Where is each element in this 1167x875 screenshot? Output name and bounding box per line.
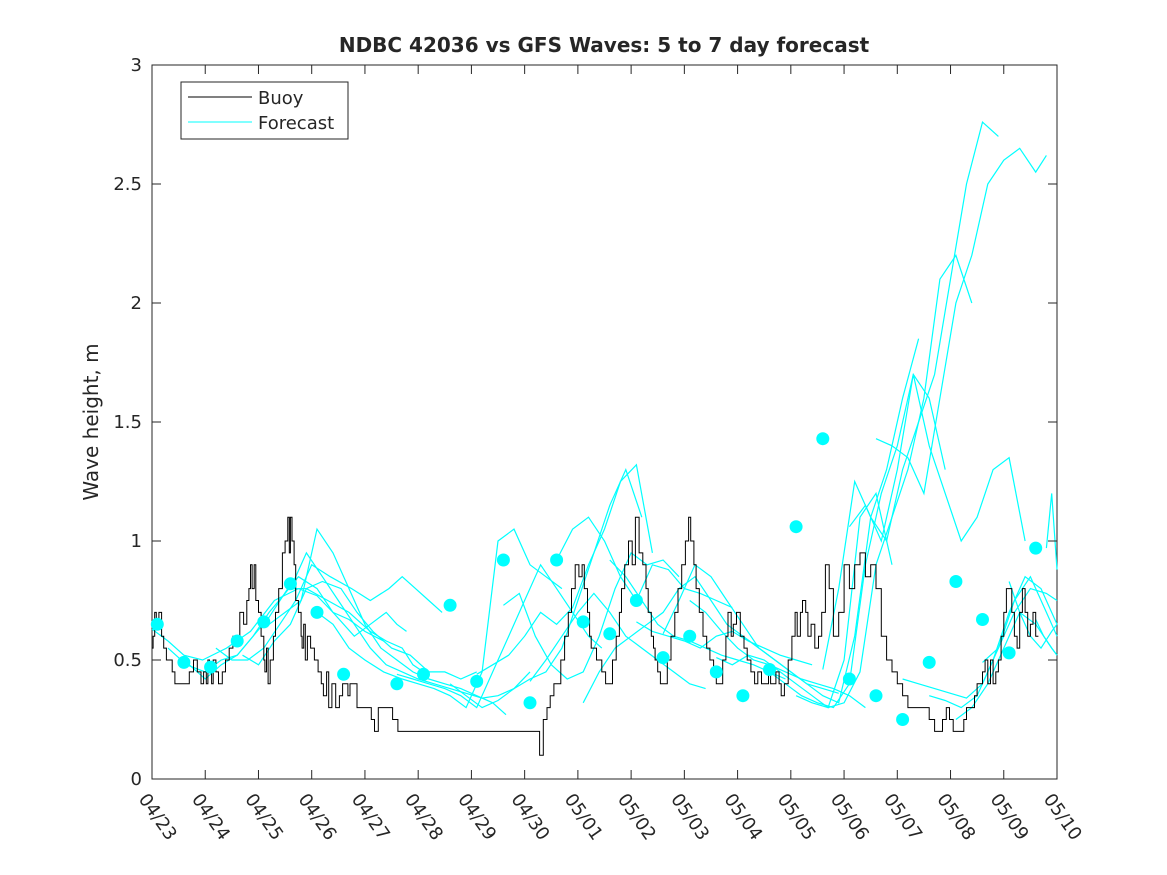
forecast-point — [230, 634, 244, 648]
forecast-point — [922, 655, 936, 669]
forecast-line-22 — [795, 254, 973, 709]
forecast-points-group — [150, 432, 1043, 726]
forecast-point — [949, 575, 963, 588]
forecast-line-12 — [529, 592, 706, 690]
x-tick-label: 05/05 — [773, 790, 820, 845]
x-tick-label: 05/06 — [826, 790, 873, 845]
forecast-point — [763, 663, 776, 676]
forecast-point — [257, 615, 271, 629]
x-tick-label: 05/03 — [666, 790, 713, 845]
forecast-point — [390, 677, 404, 691]
forecast-line-18 — [689, 600, 866, 709]
forecast-point — [1002, 646, 1016, 660]
x-tick-label: 04/25 — [240, 790, 287, 845]
forecast-point — [709, 665, 723, 679]
x-tick-label: 04/27 — [347, 790, 394, 845]
forecast-point — [683, 629, 697, 643]
plot-area — [151, 64, 1058, 780]
y-tick-label: 0.5 — [113, 650, 142, 671]
legend: Buoy Forecast — [180, 81, 349, 140]
chart-title: NDBC 42036 vs GFS Waves: 5 to 7 day fore… — [339, 33, 870, 57]
forecast-line-25 — [875, 147, 1047, 496]
forecast-line-13 — [556, 516, 733, 609]
forecast-line-23 — [822, 120, 999, 670]
forecast-point — [656, 651, 670, 665]
x-tick-label: 05/02 — [613, 790, 660, 845]
forecast-line-11 — [503, 551, 680, 680]
forecast-line-9 — [449, 467, 643, 709]
y-tick-label: 0 — [131, 769, 142, 790]
forecast-line-3 — [215, 563, 443, 661]
forecast-series-group — [151, 120, 1058, 720]
forecast-line-21 — [769, 372, 946, 709]
forecast-point — [576, 615, 590, 629]
y-tick-label: 3 — [131, 55, 142, 76]
forecast-line-7 — [316, 528, 563, 709]
forecast-point — [443, 598, 457, 612]
forecast-point — [470, 674, 484, 688]
forecast-line-14 — [582, 575, 760, 704]
y-axis-label: Wave height, m — [79, 343, 103, 500]
x-tick-label: 05/07 — [879, 790, 926, 845]
x-tick-label: 04/26 — [294, 790, 341, 845]
forecast-line-0 — [151, 587, 384, 661]
y-tick-label: 2 — [131, 293, 142, 314]
x-tick-label: 04/30 — [507, 790, 554, 845]
forecast-line-24 — [848, 374, 1026, 543]
forecast-point — [337, 667, 351, 681]
forecast-point — [523, 696, 537, 710]
forecast-point — [816, 432, 830, 446]
forecast-line-17 — [662, 563, 839, 694]
forecast-point — [310, 605, 324, 619]
x-tick-label: 05/09 — [986, 790, 1033, 845]
legend-forecast-label: Forecast — [258, 113, 334, 134]
forecast-line-4 — [242, 580, 477, 680]
forecast-line-30 — [1008, 581, 1058, 650]
forecast-point — [842, 672, 856, 686]
x-tick-label: 05/10 — [1039, 790, 1086, 845]
forecast-point — [603, 627, 617, 641]
forecast-point — [177, 655, 191, 669]
legend-buoy-label: Buoy — [258, 88, 304, 109]
forecast-point — [736, 689, 750, 703]
forecast-point — [204, 660, 218, 674]
x-tick-label: 05/08 — [932, 790, 979, 845]
forecast-point — [150, 617, 164, 631]
y-tick-label: 2.5 — [113, 174, 142, 195]
x-tick-label: 04/28 — [400, 790, 447, 845]
x-tick-label: 04/29 — [453, 790, 500, 845]
legend-box — [180, 81, 349, 140]
forecast-line-8 — [396, 563, 603, 709]
forecast-point — [283, 577, 297, 591]
forecast-point — [976, 613, 989, 626]
y-axis: 0 0.5 1 1.5 2 2.5 3 — [113, 55, 1057, 790]
x-tick-label: 04/24 — [187, 790, 234, 845]
forecast-line-6 — [289, 551, 531, 699]
buoy-line — [152, 516, 1039, 756]
forecast-line-10 — [476, 463, 653, 675]
forecast-point — [869, 689, 883, 703]
forecast-line-31 — [1035, 619, 1058, 656]
forecast-line-19 — [716, 491, 893, 709]
x-tick-label: 05/01 — [560, 790, 607, 845]
y-tick-label: 1 — [131, 531, 142, 552]
forecast-point — [417, 667, 430, 681]
forecast-point — [496, 553, 510, 567]
buoy-series-group — [152, 516, 1039, 756]
forecast-point — [629, 594, 643, 607]
forecast-line-32 — [1045, 493, 1058, 570]
x-tick-label: 05/04 — [719, 790, 766, 845]
forecast-point — [789, 520, 803, 534]
y-tick-label: 1.5 — [113, 412, 142, 433]
forecast-line-5 — [268, 527, 507, 716]
forecast-point — [1029, 541, 1043, 555]
forecast-line-20 — [742, 338, 920, 704]
forecast-point — [550, 553, 564, 567]
forecast-point — [896, 713, 910, 726]
x-tick-label: 04/23 — [134, 790, 181, 845]
